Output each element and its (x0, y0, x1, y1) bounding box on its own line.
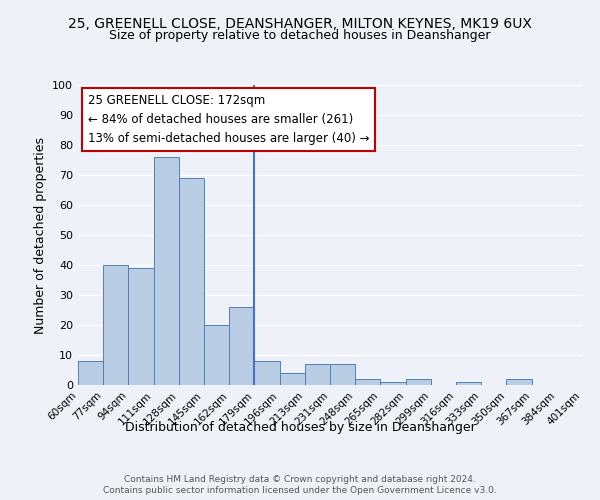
Bar (305, 364, 330, 385)
Bar (330, 364, 355, 385)
Y-axis label: Number of detached properties: Number of detached properties (34, 136, 47, 334)
Bar (456, 382, 481, 385)
Text: 25 GREENELL CLOSE: 172sqm
← 84% of detached houses are smaller (261)
13% of semi: 25 GREENELL CLOSE: 172sqm ← 84% of detac… (88, 94, 370, 145)
Text: Contains public sector information licensed under the Open Government Licence v3: Contains public sector information licen… (103, 486, 497, 495)
Bar (355, 379, 380, 385)
Bar (254, 361, 280, 385)
Bar (406, 379, 431, 385)
Bar (204, 325, 229, 385)
Text: Contains HM Land Registry data © Crown copyright and database right 2024.: Contains HM Land Registry data © Crown c… (124, 475, 476, 484)
Bar (179, 178, 204, 385)
Bar (506, 379, 532, 385)
Text: Distribution of detached houses by size in Deanshanger: Distribution of detached houses by size … (125, 421, 475, 434)
Bar (380, 382, 406, 385)
Text: Size of property relative to detached houses in Deanshanger: Size of property relative to detached ho… (109, 29, 491, 42)
Bar (229, 307, 254, 385)
Bar (78, 361, 103, 385)
Bar (280, 373, 305, 385)
Bar (154, 157, 179, 385)
Bar (103, 265, 128, 385)
Bar (128, 268, 154, 385)
Text: 25, GREENELL CLOSE, DEANSHANGER, MILTON KEYNES, MK19 6UX: 25, GREENELL CLOSE, DEANSHANGER, MILTON … (68, 18, 532, 32)
